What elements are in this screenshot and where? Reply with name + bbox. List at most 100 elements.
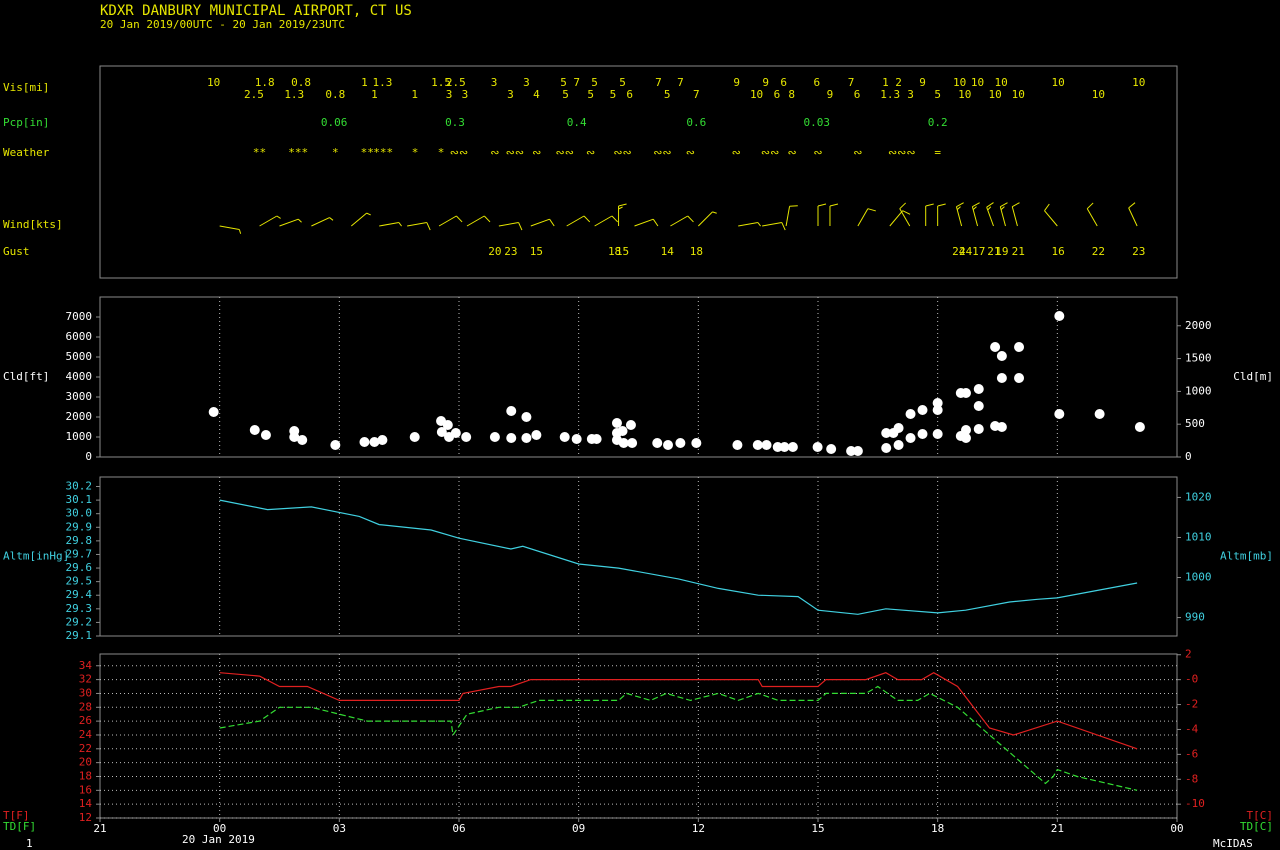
y2-tick-label: 500 xyxy=(1185,417,1205,430)
y-tick-label: 0 xyxy=(85,450,92,463)
cloud-point xyxy=(618,438,629,448)
y-tick-label: 28 xyxy=(79,700,92,713)
barb-staff xyxy=(986,207,994,227)
y-tick-label: 30 xyxy=(79,686,92,699)
software: McIDAS xyxy=(1213,837,1253,850)
barb-staff xyxy=(566,215,585,227)
row-value: 23 xyxy=(504,245,517,258)
cloud-point xyxy=(826,444,837,454)
cloud-point xyxy=(960,433,971,443)
cloud-point xyxy=(905,433,916,443)
barb-flag xyxy=(817,203,827,207)
cloud-point xyxy=(893,423,904,433)
y2-tick-label: -8 xyxy=(1185,772,1198,785)
barb-flag xyxy=(583,215,591,223)
wind-barb xyxy=(986,202,994,227)
row-value: 7 xyxy=(677,76,684,89)
barb-staff xyxy=(379,222,400,227)
y2-tick-label: -6 xyxy=(1185,747,1198,760)
row-value: ∾ xyxy=(686,146,695,159)
wind-barb xyxy=(594,215,619,227)
y-tick-label: 7000 xyxy=(66,310,93,323)
barb-staff xyxy=(438,215,457,227)
row-value: 2.5 xyxy=(244,88,264,101)
y2-tick-label: 1000 xyxy=(1185,571,1212,584)
row-value: 3 xyxy=(523,76,530,89)
wind-barb xyxy=(1011,202,1020,227)
barb-flag xyxy=(987,206,992,211)
barb-flag xyxy=(937,203,946,207)
cloud-point xyxy=(917,429,928,439)
data-line xyxy=(219,499,1138,615)
row-value: 6 xyxy=(626,88,633,101)
row-value: * xyxy=(332,146,339,159)
row-value: 0.03 xyxy=(804,116,831,129)
row-value: 5 xyxy=(664,88,671,101)
barb-flag xyxy=(956,206,961,210)
row-value: ∾∾∾ xyxy=(888,146,916,159)
row-value: 0.3 xyxy=(445,116,465,129)
y2-tick-label: -10 xyxy=(1185,797,1205,810)
row-value: 1 xyxy=(411,88,418,101)
row-value: * xyxy=(438,146,445,159)
cloud-point xyxy=(932,398,943,408)
barb-flag xyxy=(902,210,911,215)
barb-staff xyxy=(697,211,713,227)
y-tick-label: 30.2 xyxy=(66,480,93,493)
y-tick-label: 29.9 xyxy=(66,520,93,533)
y-tick-label: 16 xyxy=(79,783,92,796)
cloud-point xyxy=(663,440,674,450)
row-value: ** xyxy=(361,146,374,159)
y-tick-label: 34 xyxy=(79,659,93,672)
row-value: 10 xyxy=(994,76,1007,89)
title: KDXR DANBURY MUNICIPAL AIRPORT, CT US xyxy=(100,3,412,19)
row-value: 5 xyxy=(619,76,626,89)
x-tick-label: 15 xyxy=(811,822,824,835)
barb-flag xyxy=(549,218,555,227)
row-value: 9 xyxy=(827,88,834,101)
y-tick-label: 29.8 xyxy=(66,534,93,547)
y-tick-label: 1000 xyxy=(66,430,93,443)
row-value: 14 xyxy=(661,245,675,258)
row-value: 5 xyxy=(610,88,617,101)
barb-staff xyxy=(498,222,519,227)
row-value: ∾ xyxy=(813,146,822,159)
wind-barb xyxy=(738,222,761,227)
row-value: 6 xyxy=(780,76,787,89)
wind-barb xyxy=(498,222,523,231)
cloud-point xyxy=(531,430,542,440)
wind-barb xyxy=(857,208,876,227)
row-value: 2 xyxy=(895,76,902,89)
cloud-point xyxy=(442,420,453,430)
row-value: ∾ xyxy=(787,146,796,159)
wind-barb xyxy=(311,217,334,227)
row-value: 1.3 xyxy=(372,76,392,89)
cloud-point xyxy=(521,412,532,422)
cloud-point xyxy=(436,427,447,437)
wind-barb xyxy=(829,203,839,226)
wind-barb xyxy=(634,218,659,227)
cloud-point xyxy=(591,434,602,444)
row-value: 1.8 xyxy=(255,76,275,89)
x-tick-label: 21 xyxy=(93,822,106,835)
cloud-point xyxy=(917,405,928,415)
cloud-point xyxy=(960,388,971,398)
row-value: 6 xyxy=(854,88,861,101)
row-value: 5 xyxy=(934,88,941,101)
y-tick-label: 6000 xyxy=(66,330,93,343)
y-tick-label: 29.1 xyxy=(66,629,93,642)
wind-barb xyxy=(530,218,555,227)
y2-tick-label: 0 xyxy=(1185,450,1192,463)
barb-staff xyxy=(738,222,759,227)
x-tick-label: 00 xyxy=(1170,822,1183,835)
x-tick-label: 00 xyxy=(213,822,226,835)
row-value: ∾ xyxy=(586,146,595,159)
row-value: 5 xyxy=(587,88,594,101)
cloud-point xyxy=(893,440,904,450)
cloud-point xyxy=(812,442,823,452)
row-value: 3 xyxy=(907,88,914,101)
x-tick-label: 18 xyxy=(931,822,944,835)
cloud-point xyxy=(1094,409,1105,419)
y-tick-label: 30.1 xyxy=(66,493,93,506)
y2-tick-label: 990 xyxy=(1185,611,1205,624)
